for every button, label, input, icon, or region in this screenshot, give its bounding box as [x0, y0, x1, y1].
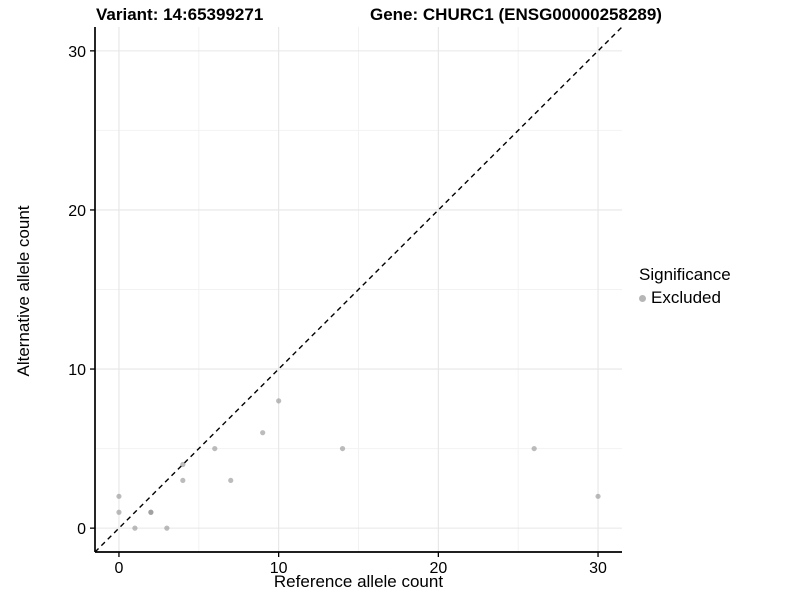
data-point: [180, 461, 186, 468]
data-point: [116, 509, 122, 515]
y-axis-title: Alternative allele count: [14, 205, 33, 377]
x-axis-title: Reference allele count: [273, 572, 444, 591]
data-point: [180, 477, 186, 484]
legend-title: Significance: [639, 265, 731, 284]
variant-title: Variant: 14:65399271: [96, 5, 264, 24]
data-point: [212, 445, 218, 452]
x-tick-label: 0: [115, 560, 124, 577]
data-point: [276, 398, 282, 404]
x-tick-label: 20: [429, 560, 447, 577]
legend-point-icon: [639, 294, 646, 302]
legend-item-label: Excluded: [651, 288, 721, 307]
y-tick-label: 0: [77, 521, 86, 538]
gene-title: Gene: CHURC1 (ENSG00000258289): [370, 5, 662, 24]
y-tick-label: 20: [68, 203, 86, 220]
identity-line: [94, 26, 623, 553]
data-point: [228, 477, 234, 484]
data-point: [260, 430, 266, 436]
y-tick-label: 30: [68, 44, 86, 61]
data-point: [531, 445, 537, 452]
data-point: [148, 509, 154, 515]
data-point: [116, 493, 122, 499]
x-tick-label: 30: [589, 560, 607, 577]
x-tick-label: 10: [270, 560, 288, 577]
data-point: [595, 493, 601, 499]
legend-item-excluded: Excluded: [639, 288, 731, 308]
data-point: [132, 525, 138, 531]
data-point: [164, 525, 170, 531]
data-point: [339, 445, 346, 452]
legend: Significance Excluded: [639, 265, 731, 308]
y-tick-label: 10: [68, 362, 86, 379]
